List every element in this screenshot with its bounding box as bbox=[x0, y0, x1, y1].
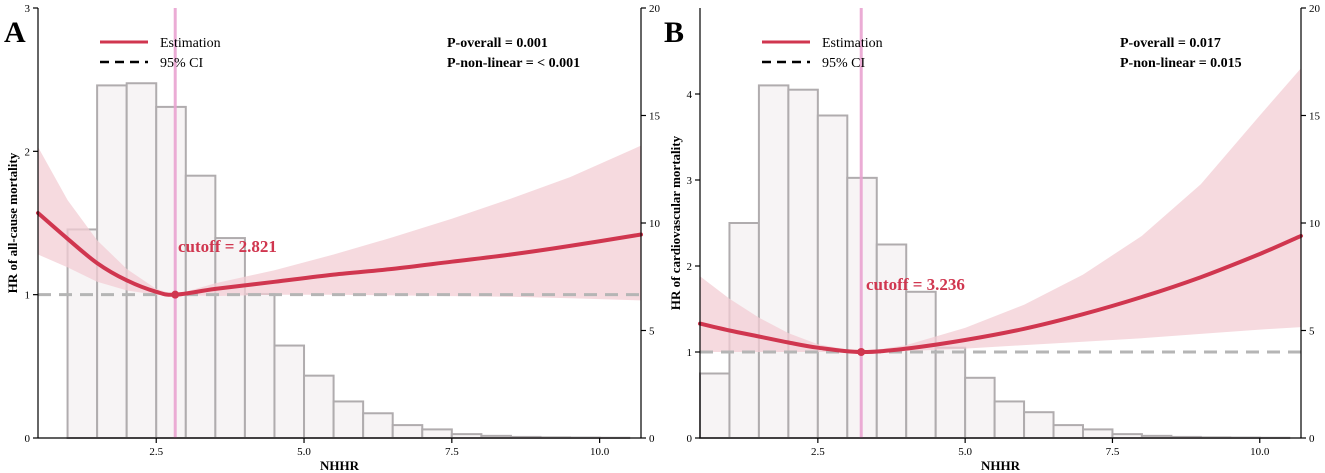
y2-tick-label: 5 bbox=[649, 326, 655, 338]
x-tick-label: 2.5 bbox=[811, 446, 825, 458]
y2-tick-label: 15 bbox=[1309, 111, 1321, 123]
panel-b: 0 1 2 3 4 0 5 10 15 20 2.5 5.0 7.5 10.0 NHHR HR of card… bbox=[664, 3, 1321, 473]
histogram-bar bbox=[214, 237, 246, 439]
y2-tick-label: 0 bbox=[1309, 433, 1315, 445]
y-tick-label: 3 bbox=[687, 175, 693, 187]
panel-a: 0 1 2 3 0 5 10 15 20 2.5 5.0 7.5 10.0 NHHR HR of all-c… bbox=[4, 3, 661, 473]
histogram-bar bbox=[875, 243, 908, 439]
y-tick-label: 4 bbox=[687, 89, 693, 101]
x-tick-label: 10.0 bbox=[590, 446, 610, 458]
y2-tick-label: 15 bbox=[649, 111, 661, 123]
y-tick-label: 1 bbox=[25, 290, 31, 302]
ci-band bbox=[700, 68, 1301, 352]
y2-tick-label: 10 bbox=[1309, 218, 1321, 230]
y-axis-label: HR of cardiovascular mortality bbox=[668, 135, 683, 310]
x-tick-label: 5.0 bbox=[297, 446, 311, 458]
legend-ci-label: 95% CI bbox=[160, 56, 204, 71]
y2-tick-label: 10 bbox=[649, 218, 661, 230]
cutoff-point bbox=[171, 290, 180, 299]
histogram-bar bbox=[303, 374, 335, 439]
histogram-bar bbox=[905, 290, 937, 439]
y-tick-label: 3 bbox=[25, 3, 31, 15]
histogram-bar bbox=[993, 400, 1026, 440]
y2-tick-label: 0 bbox=[649, 433, 655, 445]
panel-label: B bbox=[664, 16, 684, 49]
legend: Estimation 95% CI bbox=[100, 36, 221, 71]
estimation-curve bbox=[698, 233, 1303, 355]
legend-estimation-label: Estimation bbox=[822, 36, 883, 51]
legend-ci-label: 95% CI bbox=[822, 56, 866, 71]
legend-estimation-label: Estimation bbox=[160, 36, 221, 51]
x-tick-label: 5.0 bbox=[958, 446, 972, 458]
histogram-bar bbox=[391, 424, 424, 440]
histogram-bar bbox=[155, 105, 187, 440]
histogram-bar bbox=[332, 400, 365, 440]
histogram-bar bbox=[1052, 424, 1084, 440]
y2-tick-label: 20 bbox=[649, 3, 661, 15]
cutoff-label: cutoff = 3.236 bbox=[866, 275, 965, 294]
histogram-bar bbox=[125, 82, 158, 439]
histogram-bar bbox=[757, 84, 790, 440]
histogram-bar bbox=[787, 88, 819, 439]
y-tick-label: 1 bbox=[687, 347, 693, 359]
p-non-linear: P-non-linear = < 0.001 bbox=[447, 56, 580, 71]
cutoff-label: cutoff = 2.821 bbox=[178, 237, 277, 256]
p-overall: P-overall = 0.001 bbox=[447, 36, 548, 51]
x-tick-label: 7.5 bbox=[1106, 446, 1120, 458]
estimation-curve bbox=[36, 211, 643, 297]
histogram-bar bbox=[362, 412, 394, 439]
legend: Estimation 95% CI bbox=[762, 36, 883, 71]
y2-tick-label: 20 bbox=[1309, 3, 1321, 15]
histogram-bar bbox=[243, 292, 276, 440]
histogram-bar bbox=[273, 344, 306, 439]
histogram-bar bbox=[816, 114, 849, 439]
p-overall: P-overall = 0.017 bbox=[1120, 36, 1221, 51]
histogram-bar bbox=[1023, 411, 1055, 440]
y-tick-label: 0 bbox=[687, 433, 693, 445]
x-tick-label: 10.0 bbox=[1250, 446, 1270, 458]
histogram-bar bbox=[184, 174, 217, 439]
y-axis-label: HR of all-cause mortality bbox=[5, 152, 20, 293]
x-axis-label: NHHR bbox=[981, 458, 1021, 473]
histogram-bar bbox=[964, 376, 996, 439]
y-tick-label: 0 bbox=[25, 433, 31, 445]
y2-tick-label: 5 bbox=[1309, 326, 1315, 338]
y-tick-label: 2 bbox=[687, 261, 693, 273]
ci-band bbox=[38, 145, 641, 301]
cutoff-point bbox=[857, 348, 866, 356]
y-tick-label: 2 bbox=[25, 146, 31, 158]
histogram-bar bbox=[1081, 428, 1114, 439]
histogram-bar bbox=[699, 372, 731, 439]
x-axis-label: NHHR bbox=[320, 458, 360, 473]
x-tick-label: 7.5 bbox=[445, 446, 459, 458]
histogram-bar bbox=[421, 428, 453, 439]
panel-label: A bbox=[4, 16, 26, 49]
x-tick-label: 2.5 bbox=[149, 446, 163, 458]
p-non-linear: P-non-linear = 0.015 bbox=[1120, 56, 1242, 71]
histogram-bar bbox=[934, 346, 967, 440]
histogram bbox=[66, 82, 631, 440]
